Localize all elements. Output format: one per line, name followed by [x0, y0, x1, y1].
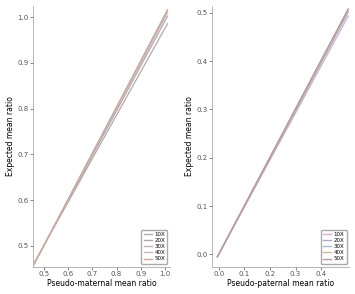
Legend: 10X, 20X, 30X, 40X, 50X: 10X, 20X, 30X, 40X, 50X [321, 230, 347, 264]
X-axis label: Pseudo-maternal mean ratio: Pseudo-maternal mean ratio [47, 279, 156, 288]
Y-axis label: Expected mean ratio: Expected mean ratio [6, 96, 15, 176]
Y-axis label: Expected mean ratio: Expected mean ratio [185, 96, 194, 176]
X-axis label: Pseudo-paternal mean ratio: Pseudo-paternal mean ratio [227, 279, 334, 288]
Legend: 10X, 20X, 30X, 40X, 50X: 10X, 20X, 30X, 40X, 50X [141, 230, 167, 264]
